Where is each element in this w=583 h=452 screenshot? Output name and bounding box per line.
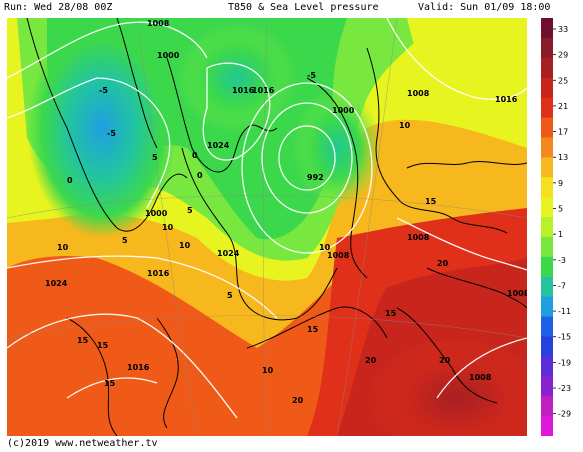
legend-swatch [541,197,553,218]
temperature-label: 10 [57,243,69,252]
isobar-label: 1016 [147,269,170,278]
temperature-label: 10 [399,121,411,130]
legend-swatch [541,296,553,318]
isobar-label: 1016 [127,363,150,372]
temperature-label: 15 [77,336,89,345]
legend-swatch [541,416,553,436]
run-label: Run: Wed 28/08 00Z [4,2,113,13]
temperature-labels: -5 -5 0 5 5 10 10 10 15 15 15 15 15 20 20 20 20 15 10 10 10 5… [57,71,451,405]
footer-credit: (c)2019 www.netweather.tv [7,438,158,449]
temperature-label: 15 [104,379,116,388]
legend-tick-label: -29 [558,410,571,419]
weather-map: 1008100010161024992100010081016102410161… [7,18,527,436]
isobar-label: 1000 [332,106,355,115]
isobar-label: 992 [307,173,324,182]
isobar-labels: 1008100010161024992100010081016102410161… [45,19,527,382]
legend-tick-label: 9 [558,179,563,188]
isobar-label: 1008 [407,233,430,242]
legend-swatch [541,37,553,59]
legend-swatch [541,336,553,357]
isobar-label: 1008 [147,19,170,28]
legend-tick-label: 1 [558,230,563,239]
isobar-label: 1016 [495,95,518,104]
temperature-label: 20 [437,259,449,268]
temperature-label: 20 [439,356,451,365]
temperature-label: 0 [67,176,73,185]
legend-swatch [541,18,553,39]
legend-swatch [541,316,553,337]
isobar-label: 1008 [507,289,527,298]
coastlines [26,18,527,436]
legend-tick-label: -15 [558,333,571,342]
temperature-label: 5 [152,153,158,162]
chart-title: T850 & Sea Level pressure [228,2,379,13]
isobars [7,18,527,419]
isobar-label: 1016 [232,86,255,95]
legend-tick-label: -23 [558,384,571,393]
legend-swatch [541,177,553,198]
temperature-label: 5 [122,236,128,245]
legend-tick-label: 17 [558,128,568,137]
isobar-label: 1024 [45,279,68,288]
temperature-label: 0 [192,151,198,160]
legend-swatch [541,376,553,397]
legend-tick-label: 5 [558,205,563,214]
legend-tick-label: -19 [558,358,571,367]
isobar-label: 1008 [407,89,430,98]
temperature-label: -5 [307,71,316,80]
legend-tick-label: 33 [558,25,568,34]
temperature-label: 15 [385,309,397,318]
valid-time-label: Valid: Sun 01/09 18:00 [418,2,551,13]
legend-swatch [541,77,553,99]
graticule [7,18,527,436]
temperature-label: 15 [307,325,319,334]
isobar-label: 1000 [145,209,168,218]
legend-swatch [541,137,553,158]
temperature-label: 10 [262,366,274,375]
legend-swatch [541,236,553,258]
legend-tick-label: 25 [558,76,568,85]
legend-tick-label: 21 [558,102,568,111]
temperature-label: -5 [107,129,116,138]
temperature-label: 0 [197,171,203,180]
legend-swatch [541,117,553,138]
temperature-label: 10 [162,223,174,232]
temperature-label: 10 [179,241,191,250]
isobar-label: 1016 [252,86,275,95]
isobar-label: 1000 [157,51,180,60]
temperature-legend: 33 29 25 21 17 13 9 5 1 -3 -7 -11 -15 -19 -23 -29 [541,18,571,436]
legend-tick-label: -7 [558,281,566,290]
legend-swatch [541,57,553,79]
isobar-label: 1024 [217,249,240,258]
temperature-label: 20 [292,396,304,405]
legend-tick-label: 13 [558,153,568,162]
temperature-label: 5 [187,206,193,215]
isobar-label: 1024 [207,141,230,150]
temperature-label: 15 [425,197,437,206]
legend-swatch [541,256,553,278]
temperature-label: 15 [97,341,109,350]
temperature-label: 20 [365,356,377,365]
legend-swatch [541,97,553,119]
legend-tick-label: 29 [558,51,568,60]
legend-tick-label: -11 [558,307,571,316]
isobar-label: 1008 [469,373,492,382]
legend-swatch [541,157,553,178]
temperature-label: 5 [227,291,233,300]
legend-swatch [541,396,553,417]
temperature-label: -5 [99,86,108,95]
temperature-label: 10 [319,243,331,252]
legend-swatch [541,217,553,238]
legend-swatch [541,356,553,377]
isobar-label: 1008 [327,251,350,260]
legend-tick-label: -3 [558,256,566,265]
legend-swatch [541,276,553,298]
